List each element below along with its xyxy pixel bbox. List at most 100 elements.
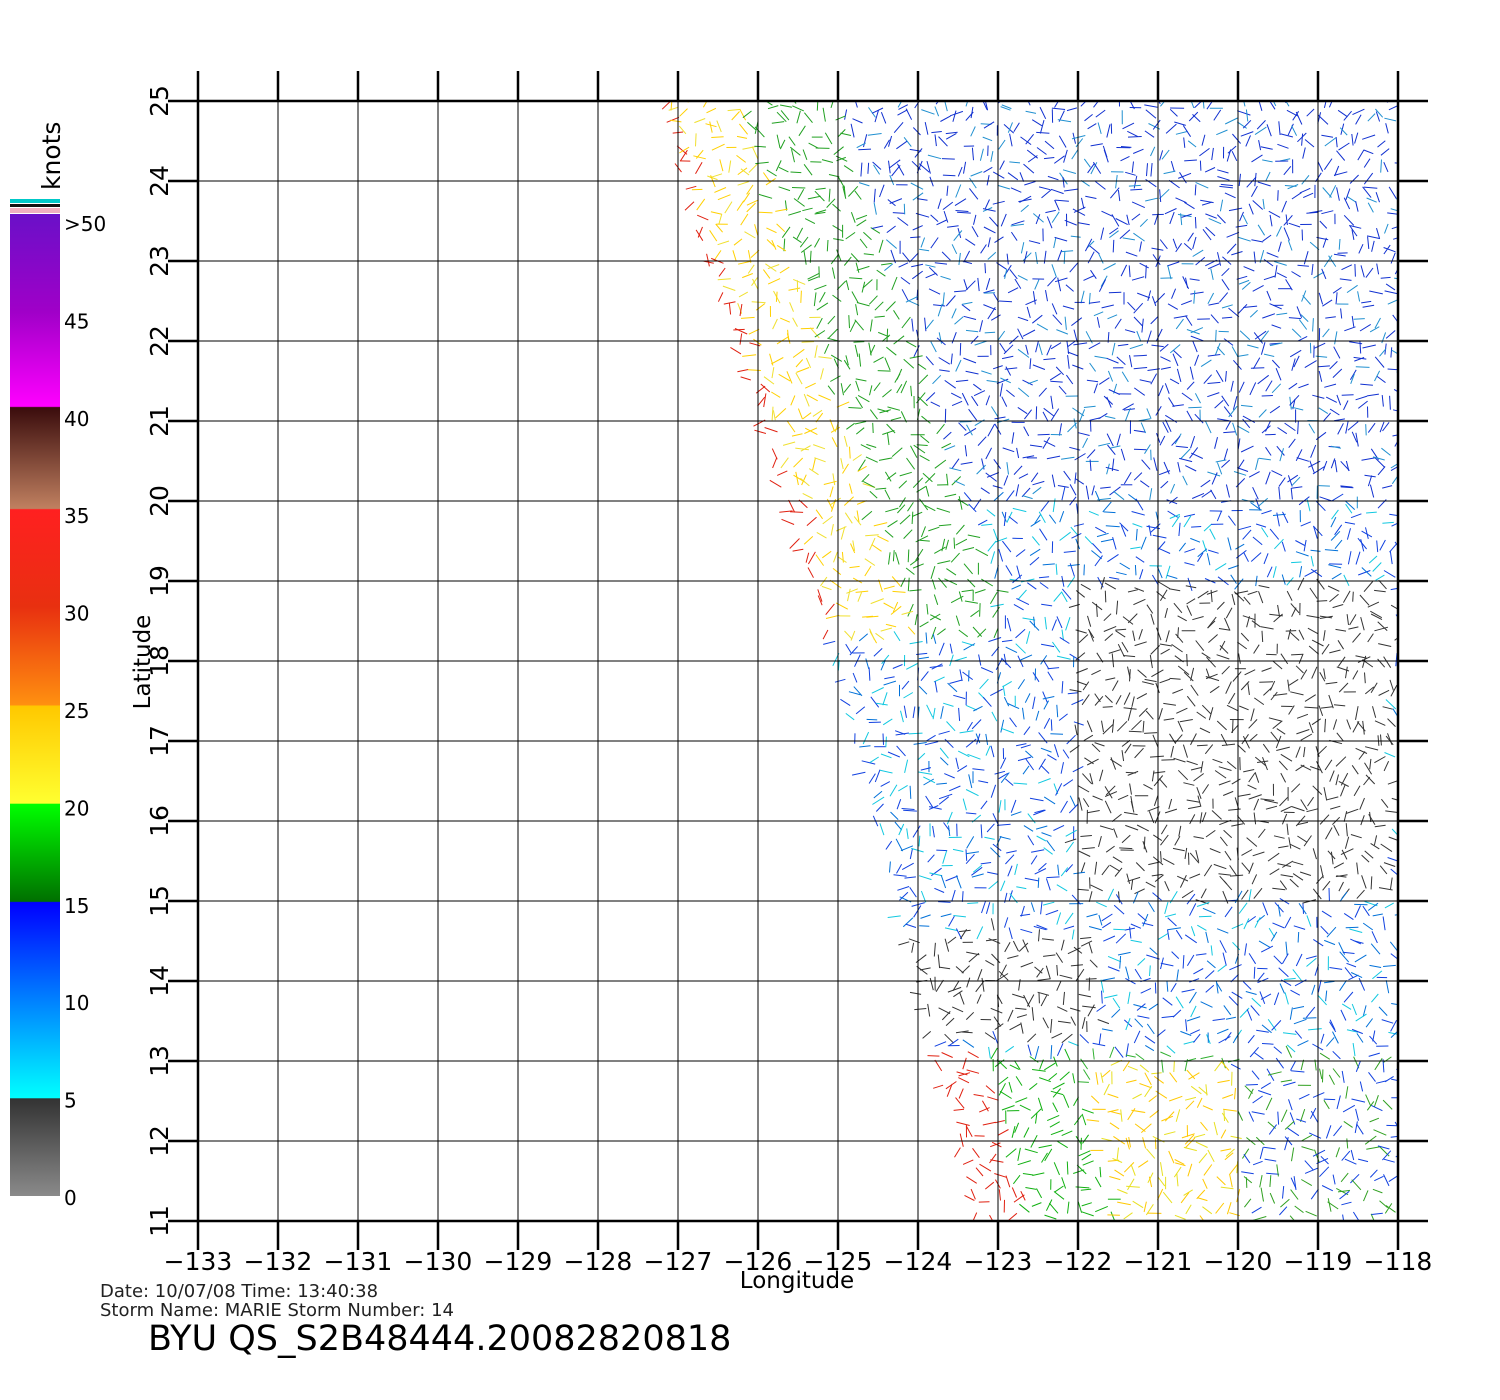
wind-vector [1059,636,1070,644]
wind-vector [976,464,986,475]
wind-vector [980,824,983,839]
wind-vector [1179,874,1187,888]
wind-vector [971,866,983,876]
wind-vector [1372,1188,1383,1194]
wind-vector [1094,1176,1102,1188]
wind-vector [1040,995,1048,1007]
wind-vector [1181,392,1193,401]
wind-vector [1193,773,1204,782]
wind-vector [938,901,951,903]
wind-vector [1060,867,1069,877]
wind-vector [1248,1111,1255,1122]
wind-vector [1029,444,1043,448]
wind-vector [1338,682,1349,693]
wind-vector [965,1011,975,1020]
wind-vector [958,422,967,431]
wind-vector [981,900,987,914]
wind-vector [1061,1177,1067,1189]
wind-vector [1365,424,1367,436]
wind-vector [1364,672,1366,684]
wind-vector [780,110,790,121]
wind-vector [978,780,989,784]
wind-vector [1011,1125,1016,1138]
wind-vector [1096,603,1098,617]
wind-vector [1023,825,1034,832]
wind-vector [1352,1043,1356,1057]
wind-vector [814,457,826,463]
wind-vector [1168,1150,1175,1164]
wind-vector [891,276,898,291]
wind-vector [877,370,891,372]
wind-vector [1036,323,1049,331]
wind-vector [833,551,838,563]
wind-vector [1169,733,1177,744]
wind-vector [1140,1123,1152,1133]
wind-vector [1299,566,1303,578]
wind-vector [966,1176,977,1184]
wind-vector [1351,1003,1357,1016]
wind-vector [1251,997,1262,1007]
wind-vector [1390,1019,1398,1032]
wind-vector [1383,247,1396,253]
wind-vector [1256,1029,1269,1033]
wind-vector [1082,1134,1090,1144]
wind-vector [728,160,732,173]
wind-vector [1248,772,1256,783]
wind-vector [1119,522,1129,532]
wind-vector [1031,536,1040,546]
wind-vector [1290,691,1304,696]
wind-vector [1359,1081,1364,1092]
wind-vector [1086,1119,1100,1122]
wind-vector [1318,705,1324,716]
wind-vector [1258,409,1267,418]
wind-vector [1027,379,1038,385]
wind-vector [1370,876,1373,890]
wind-vector [1061,629,1064,641]
wind-vector [1190,452,1204,459]
wind-vector [1034,1045,1040,1060]
wind-vector [1295,449,1303,462]
wind-vector [1130,546,1141,550]
wind-vector [1252,1216,1267,1221]
wind-vector [1345,926,1359,929]
wind-vector [1002,680,1012,688]
wind-vector [958,591,963,602]
wind-vector [1158,778,1168,788]
wind-vector [1190,684,1199,696]
wind-vector [1115,218,1128,226]
wind-vector [1038,387,1047,397]
wind-vector [1020,905,1025,917]
wind-vector [1334,524,1343,536]
wind-vector [826,239,829,252]
wind-vector [1006,253,1009,265]
wind-vector [984,1181,995,1190]
wind-vector [1162,857,1175,866]
wind-vector [1176,707,1188,714]
wind-vector [1134,1018,1144,1028]
wind-vector [1131,719,1142,731]
wind-vector [1051,619,1057,631]
wind-vector [1292,861,1304,866]
wind-vector [1367,202,1374,213]
wind-vector [1127,1108,1136,1121]
wind-vector [1205,984,1215,993]
wind-vector [940,706,944,719]
wind-vector [1247,784,1257,790]
wind-vector [846,588,858,594]
wind-vector [1032,696,1036,710]
wind-vector [772,318,778,330]
wind-vector [971,395,979,407]
wind-vector [1290,1189,1299,1200]
wind-vector [895,732,909,736]
wind-vector [1301,133,1304,146]
wind-vector [1258,828,1266,839]
wind-vector [899,471,912,477]
wind-vector [1175,197,1187,204]
wind-vector [1060,762,1064,774]
wind-vector [919,621,929,628]
wind-vector [944,927,958,932]
wind-vector [1181,1133,1195,1139]
wind-vector [934,1041,947,1047]
wind-vector [1399,1177,1403,1187]
